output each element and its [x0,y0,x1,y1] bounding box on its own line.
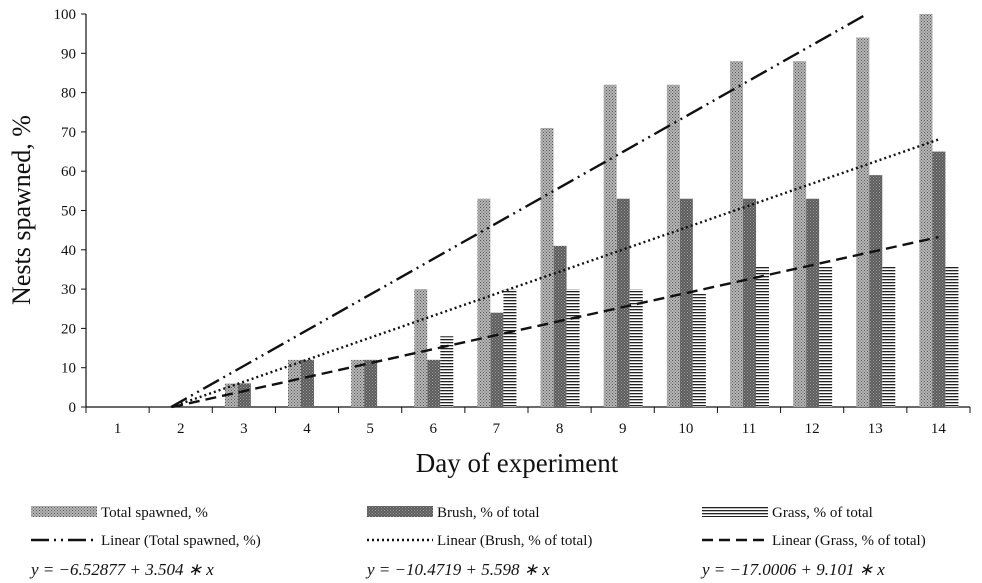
legend-label: Linear (Brush, % of total) [437,533,592,549]
bar-dots-10 [666,84,680,408]
bar-dots-5 [351,359,365,407]
bar-dots-7 [477,198,491,407]
bar-horizontal-lines-12 [819,265,833,407]
x-tick-label: 2 [177,421,185,437]
bar-dark-dots-9 [616,198,630,407]
bar-dark-dots-7 [490,312,504,407]
legend: Total spawned, % Brush, % of total Grass, … [29,505,926,579]
bar-dark-dots-10 [679,198,693,407]
bar-dots-8 [540,127,554,407]
bar-dark-dots-4 [301,359,314,407]
y-tick-label: 60 [61,164,76,180]
trendline-marks [170,12,939,409]
x-tick-label: 7 [493,421,501,437]
x-tick-label: 13 [868,421,883,437]
legend-label: Grass, % of total [772,505,873,521]
x-tick-label: 10 [678,421,693,437]
legend-label: Linear (Grass, % of total) [772,533,926,549]
x-tick-label: 5 [366,421,374,437]
bar-horizontal-lines-14 [945,265,959,407]
bar-dark-dots-8 [553,245,567,407]
bar-dots-4 [288,359,301,407]
bar-horizontal-lines-8 [566,289,580,407]
bar-horizontal-lines-9 [629,289,643,407]
y-tick-label: 70 [61,125,76,141]
x-tick-label: 9 [619,421,627,437]
y-tick-label: 30 [61,282,76,298]
y-tick-label: 90 [61,46,76,62]
legend-label: Total spawned, % [101,505,208,521]
bar-dots-11 [730,61,743,407]
bar-horizontal-lines-11 [756,265,769,407]
bar-dots-3 [224,383,238,407]
bar-dark-dots-3 [237,383,251,407]
bar-horizontal-lines-6 [440,336,454,407]
bar-dark-dots-12 [806,198,820,407]
x-tick-label: 4 [303,421,311,437]
y-tick-label: 10 [61,361,76,377]
legend-swatch [367,506,433,517]
trend-equation: y = −17.0006 + 9.101 ∗ x [700,560,885,579]
bar-dots-14 [919,14,933,407]
trendline-dashed [172,235,939,409]
bar-marks [224,14,959,408]
trendline-dash-dot-dot [170,12,868,409]
x-tick-label: 14 [931,421,947,437]
trend-equation: y = −6.52877 + 3.504 ∗ x [29,560,214,579]
bar-dark-dots-14 [932,151,946,407]
bar-dots-13 [856,37,870,407]
bar-dark-dots-13 [869,175,883,407]
legend-swatch [702,506,768,517]
x-tick-label: 1 [114,421,122,437]
bar-dark-dots-11 [743,198,756,407]
y-tick-label: 100 [54,7,77,23]
bar-dark-dots-6 [427,359,441,407]
legend-swatch [31,506,97,517]
y-tick-label: 20 [61,321,76,337]
trendline-dotted [170,138,939,409]
x-tick-label: 12 [805,421,820,437]
bar-horizontal-lines-7 [503,289,517,407]
legend-label: Brush, % of total [437,505,540,521]
bar-horizontal-lines-13 [882,265,896,407]
x-tick-label: 11 [742,421,756,437]
x-tick-label: 8 [556,421,564,437]
legend-label: Linear (Total spawned, %) [101,533,261,549]
bar-dots-9 [603,84,617,408]
x-axis-ticks: 1 2 3 4 5 6 7 8 9 10 11 12 13 14 [85,407,971,437]
y-axis-label: Nests spawned, % [7,115,36,305]
y-axis-ticks: 0 10 20 30 40 50 60 70 80 90 100 [54,7,86,416]
bar-horizontal-lines-10 [692,293,706,407]
y-tick-label: 40 [61,243,76,259]
x-axis-label: Day of experiment [416,448,619,478]
x-tick-label: 6 [430,421,438,437]
y-tick-label: 0 [69,400,77,416]
bar-dark-dots-5 [364,359,378,407]
x-tick-label: 3 [240,421,248,437]
y-tick-label: 50 [61,204,76,220]
bar-dots-6 [414,289,428,407]
bar-dots-12 [793,61,807,407]
y-tick-label: 80 [61,86,76,102]
trend-equation: y = −10.4719 + 5.598 ∗ x [365,560,550,579]
